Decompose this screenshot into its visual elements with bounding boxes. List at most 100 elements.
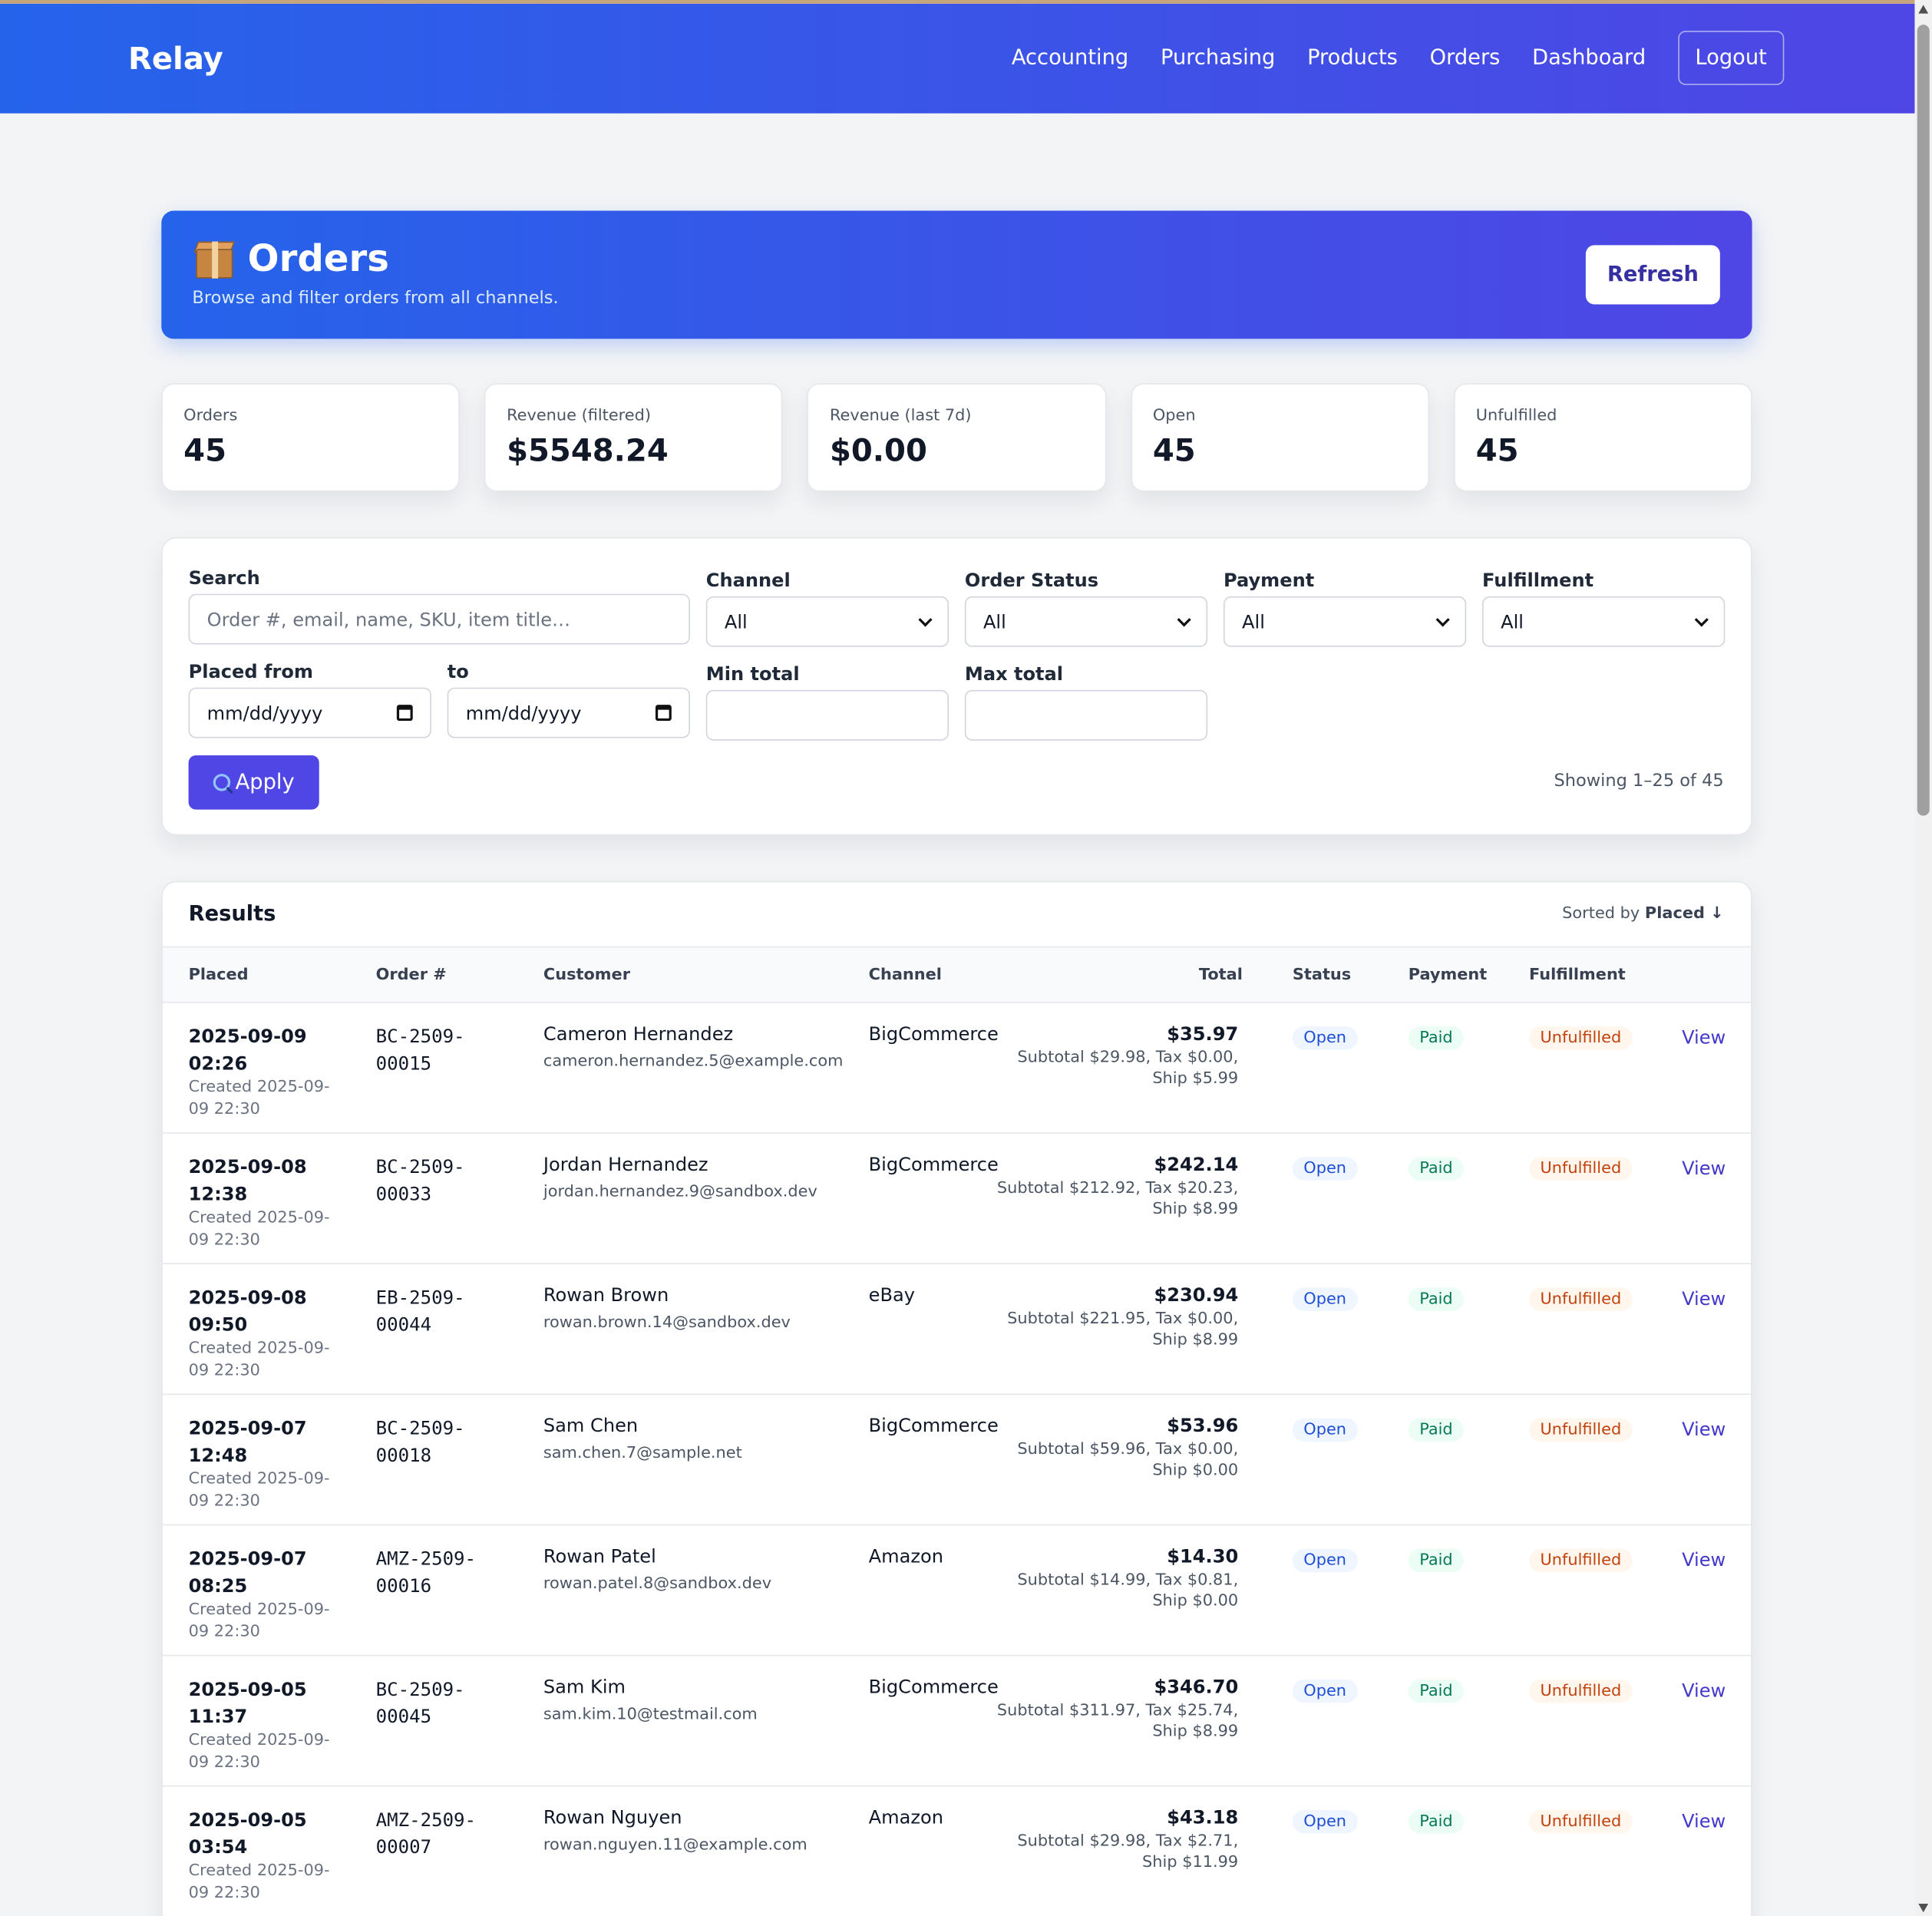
- total-cell: $53.96 Subtotal $59.96, Tax $0.00, Ship $…: [992, 1415, 1238, 1482]
- view-order-link[interactable]: View: [1682, 1157, 1726, 1180]
- channel-cell: BigCommerce: [868, 1414, 999, 1437]
- channel-cell: Amazon: [868, 1806, 943, 1829]
- view-order-link[interactable]: View: [1682, 1026, 1726, 1049]
- channel-select[interactable]: All: [705, 596, 949, 647]
- max-total-input[interactable]: [964, 689, 1208, 741]
- total-cell: $43.18 Subtotal $29.98, Tax $2.71, Ship $…: [992, 1806, 1238, 1873]
- order-number: AMZ-2509-00007: [375, 1809, 477, 1858]
- column-header-placed[interactable]: Placed: [188, 966, 249, 985]
- column-header-customer[interactable]: Customer: [543, 966, 630, 985]
- logout-button[interactable]: Logout: [1677, 31, 1785, 85]
- results-header: Results Sorted by Placed ↓: [162, 882, 1751, 948]
- customer-name: Rowan Patel: [543, 1544, 656, 1567]
- search-input[interactable]: Order #, email, name, SKU, item title…: [188, 593, 690, 645]
- payment-label: Payment: [1223, 569, 1315, 592]
- nav-link-purchasing[interactable]: Purchasing: [1160, 45, 1276, 71]
- nav-link-accounting[interactable]: Accounting: [1011, 45, 1129, 71]
- status-badge: Open: [1292, 1810, 1358, 1834]
- channel-cell: Amazon: [868, 1544, 943, 1567]
- placed-date: 2025-09-07 12:48: [188, 1416, 307, 1467]
- column-header-status[interactable]: Status: [1292, 966, 1352, 985]
- total-cell: $14.30 Subtotal $14.99, Tax $0.81, Ship $…: [992, 1545, 1238, 1612]
- view-order-link[interactable]: View: [1682, 1679, 1726, 1702]
- status-cell: Open: [1292, 1677, 1358, 1703]
- refresh-button[interactable]: Refresh: [1585, 245, 1720, 305]
- sort-indicator[interactable]: Sorted by Placed ↓: [1562, 904, 1724, 923]
- table-row[interactable]: 2025-09-05 11:37 Created 2025-09-09 22:30…: [162, 1656, 1751, 1787]
- nav-link-orders[interactable]: Orders: [1429, 45, 1501, 71]
- order-number: BC-2509-00015: [375, 1025, 465, 1075]
- results-panel: Results Sorted by Placed ↓ Placed Order …: [161, 880, 1752, 1916]
- total-amount: $242.14: [1154, 1153, 1239, 1176]
- stat-label: Open: [1152, 406, 1196, 425]
- column-header-order[interactable]: Order #: [375, 966, 447, 985]
- stat-label: Revenue (last 7d): [829, 406, 972, 425]
- table-row[interactable]: 2025-09-07 08:25 Created 2025-09-09 22:30…: [162, 1525, 1751, 1657]
- total-amount: $35.97: [1167, 1022, 1239, 1046]
- stat-card-open: Open 45: [1130, 383, 1429, 492]
- orders-header-banner: Orders Browse and filter orders from all…: [161, 210, 1752, 339]
- total-amount: $43.18: [1167, 1806, 1239, 1829]
- customer-name: Jordan Hernandez: [543, 1153, 708, 1176]
- customer-cell: Rowan Nguyen rowan.nguyen.11@example.com: [543, 1806, 807, 1855]
- calendar-icon[interactable]: [655, 705, 672, 722]
- stat-card-revenue-filtered: Revenue (filtered) $5548.24: [484, 383, 783, 492]
- payment-badge: Paid: [1408, 1810, 1465, 1834]
- fulfillment-cell: Unfulfilled: [1529, 1547, 1633, 1573]
- placed-from-input[interactable]: mm/dd/yyyy: [188, 687, 431, 738]
- fulfillment-cell: Unfulfilled: [1529, 1416, 1633, 1442]
- customer-email: rowan.nguyen.11@example.com: [543, 1835, 807, 1855]
- min-total-label: Min total: [705, 662, 800, 685]
- placed-cell: 2025-09-07 08:25 Created 2025-09-09 22:30: [189, 1545, 331, 1643]
- total-cell: $346.70 Subtotal $311.97, Tax $25.74, Shi…: [992, 1676, 1238, 1743]
- status-badge: Open: [1292, 1157, 1358, 1181]
- table-row[interactable]: 2025-09-07 12:48 Created 2025-09-09 22:30…: [162, 1395, 1751, 1526]
- column-header-channel[interactable]: Channel: [868, 966, 942, 985]
- view-order-link[interactable]: View: [1682, 1548, 1726, 1571]
- view-order-link[interactable]: View: [1682, 1287, 1726, 1310]
- fulfillment-badge: Unfulfilled: [1529, 1287, 1633, 1311]
- view-order-link[interactable]: View: [1682, 1418, 1726, 1441]
- payment-cell: Paid: [1408, 1155, 1465, 1181]
- nav-link-dashboard[interactable]: Dashboard: [1532, 45, 1646, 71]
- placed-to-input[interactable]: mm/dd/yyyy: [447, 687, 690, 738]
- order-number: AMZ-2509-00016: [375, 1548, 477, 1597]
- view-order-link[interactable]: View: [1682, 1810, 1726, 1832]
- total-breakdown: Subtotal $212.92, Tax $20.23, Ship $8.99: [996, 1179, 1239, 1219]
- table-row[interactable]: 2025-09-05 03:54 Created 2025-09-09 22:30…: [163, 1787, 1751, 1916]
- apply-button[interactable]: Apply: [188, 755, 319, 810]
- page-scrollbar[interactable]: [1914, 0, 1932, 1916]
- order-status-select-value: All: [983, 610, 1006, 633]
- max-total-filter: Max total: [964, 663, 1208, 741]
- fulfillment-cell: Unfulfilled: [1529, 1677, 1633, 1703]
- chevron-down-icon: [1694, 612, 1709, 626]
- column-header-total[interactable]: Total: [1198, 966, 1243, 985]
- customer-cell: Cameron Hernandez cameron.hernandez.5@exa…: [543, 1022, 844, 1071]
- top-navbar: Relay Accounting Purchasing Products Ord…: [0, 0, 1915, 114]
- fulfillment-filter: Fulfillment All: [1482, 570, 1726, 647]
- stat-value: 45: [183, 432, 227, 468]
- nav-link-products[interactable]: Products: [1307, 45, 1398, 71]
- brand-logo[interactable]: Relay: [127, 40, 223, 77]
- table-row[interactable]: 2025-09-08 09:50 Created 2025-09-09 22:30…: [162, 1264, 1751, 1396]
- order-status-select[interactable]: All: [964, 596, 1208, 647]
- search-label: Search: [188, 567, 260, 590]
- scroll-up-arrow-icon[interactable]: [1918, 5, 1929, 14]
- fulfillment-select[interactable]: All: [1482, 596, 1726, 647]
- scroll-down-arrow-icon[interactable]: [1918, 1904, 1929, 1913]
- customer-email: rowan.brown.14@sandbox.dev: [543, 1313, 791, 1333]
- status-badge: Open: [1292, 1679, 1358, 1703]
- scroll-thumb[interactable]: [1917, 25, 1930, 816]
- calendar-icon[interactable]: [396, 705, 413, 722]
- table-row[interactable]: 2025-09-09 02:26 Created 2025-09-09 22:30…: [162, 1003, 1751, 1134]
- apply-button-label: Apply: [235, 770, 295, 795]
- column-header-payment[interactable]: Payment: [1408, 966, 1488, 985]
- customer-name: Rowan Nguyen: [543, 1806, 682, 1829]
- min-total-input[interactable]: [705, 689, 949, 741]
- placed-date: 2025-09-05 11:37: [188, 1678, 307, 1728]
- payment-select[interactable]: All: [1223, 596, 1467, 647]
- stat-card-revenue-last-7d: Revenue (last 7d) $0.00: [807, 383, 1106, 492]
- column-header-fulfillment[interactable]: Fulfillment: [1529, 966, 1626, 985]
- status-badge: Open: [1292, 1287, 1358, 1311]
- table-row[interactable]: 2025-09-08 12:38 Created 2025-09-09 22:30…: [162, 1134, 1751, 1264]
